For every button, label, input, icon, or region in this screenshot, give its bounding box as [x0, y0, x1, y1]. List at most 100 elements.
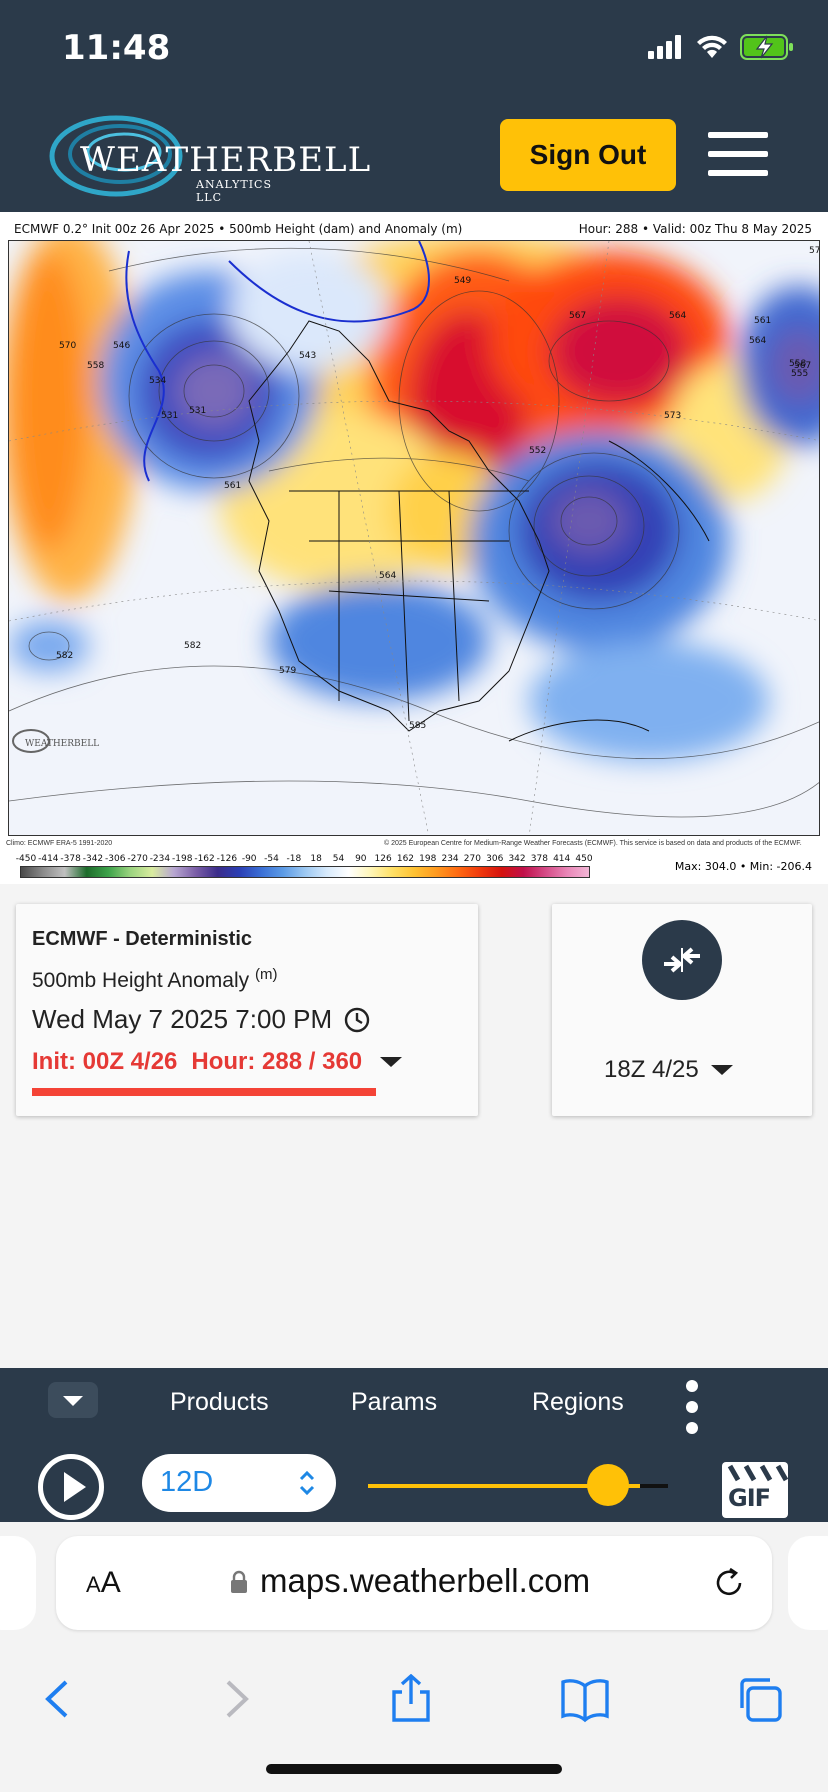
status-time: 11:48: [62, 28, 171, 68]
colorbar-tick-label: -18: [286, 854, 302, 864]
valid-time: Wed May 7 2025 7:00 PM: [32, 1004, 370, 1035]
max-min-values: Max: 304.0 • Min: -206.4: [674, 860, 812, 873]
anomaly-colorbar: [20, 866, 590, 878]
compare-card: 18Z 4/25: [552, 904, 812, 1116]
colorbar-tick-label: 342: [508, 854, 526, 864]
address-bar[interactable]: AA maps.weatherbell.com: [56, 1536, 772, 1630]
colorbar-tick-label: 414: [553, 854, 571, 864]
play-button[interactable]: [38, 1454, 104, 1520]
hour-progress-bar: [32, 1088, 376, 1096]
colorbar-tick-label: -54: [264, 854, 279, 864]
model-info-card[interactable]: ECMWF - Deterministic 500mb Height Anoma…: [16, 904, 478, 1116]
lock-icon: [231, 1570, 247, 1593]
init-hour-selector[interactable]: Init: 00Z 4/26 Hour: 288 / 360: [32, 1048, 403, 1076]
watermark-text: WEATHERBELL: [25, 739, 99, 749]
clock-icon: [344, 1007, 370, 1032]
previous-tab-preview[interactable]: [0, 1536, 36, 1630]
contour-label: 546: [113, 341, 131, 351]
next-tab-preview[interactable]: [788, 1536, 828, 1630]
contour-label: 531: [161, 411, 179, 421]
chevron-down-icon[interactable]: [710, 1065, 733, 1075]
contour-label: 582: [184, 641, 202, 651]
playback-bar: 12D GIF: [0, 1442, 828, 1522]
range-select[interactable]: 12D: [142, 1454, 336, 1512]
chevron-down-icon[interactable]: [380, 1057, 403, 1067]
reader-settings-button[interactable]: AA: [86, 1566, 121, 1600]
copyright-note: © 2025 European Centre for Medium-Range …: [384, 840, 802, 847]
contour-label: 585: [409, 721, 427, 731]
timeline-slider-remaining: [640, 1484, 668, 1488]
bookmarks-icon[interactable]: [560, 1674, 610, 1724]
logo-subtitle: ANALYTICS LLC: [196, 178, 273, 204]
colorbar-tick-label: -198: [172, 854, 193, 864]
more-options-icon[interactable]: [683, 1380, 701, 1434]
contour-label: 561: [224, 481, 242, 491]
map-valid-time: Hour: 288 • Valid: 00z Thu 8 May 2025: [578, 222, 812, 236]
model-name: ECMWF - Deterministic: [32, 928, 253, 950]
contour-label: 531: [189, 406, 207, 416]
colorbar-tick-label: 54: [332, 854, 345, 864]
nav-params[interactable]: Params: [351, 1388, 438, 1416]
tabs-icon[interactable]: [736, 1674, 786, 1724]
contour-label-layer: 570 558 546 534 531 531 543 549 561 564 564 567 573 5…: [9, 241, 819, 835]
contour-label: 573: [664, 411, 682, 421]
home-indicator[interactable]: [266, 1764, 562, 1774]
contour-label: 555: [791, 369, 809, 379]
init-label: Init: 00Z 4/26: [32, 1048, 178, 1075]
forward-icon[interactable]: [210, 1674, 260, 1724]
compare-arrows-icon: [664, 947, 700, 973]
contour-label: 558: [87, 361, 105, 371]
map-title-bar: ECMWF 0.2° Init 00z 26 Apr 2025 • 500mb …: [14, 222, 812, 238]
hour-label: Hour: 288 / 360: [191, 1048, 363, 1075]
contour-label: 552: [529, 446, 547, 456]
contour-label: 582: [56, 651, 74, 661]
colorbar-tick-label: 18: [310, 854, 322, 864]
timeline-slider-track[interactable]: [368, 1484, 668, 1488]
url-text: maps.weatherbell.com: [260, 1562, 591, 1599]
reload-icon[interactable]: [712, 1566, 746, 1600]
valid-time-label: Wed May 7 2025 7:00 PM: [32, 1004, 333, 1034]
colorbar-tick-label: 378: [530, 854, 548, 864]
gif-label: GIF: [728, 1484, 771, 1512]
gif-button[interactable]: GIF: [722, 1462, 788, 1518]
map-watermark-logo: WEATHERBELL: [12, 729, 99, 753]
colorbar-tick-label: 90: [355, 854, 367, 864]
map-panel: ECMWF 0.2° Init 00z 26 Apr 2025 • 500mb …: [0, 212, 828, 884]
contour-label: 579: [279, 666, 297, 676]
colorbar-tick-label: -450: [15, 854, 37, 864]
timeline-slider-thumb[interactable]: [587, 1464, 629, 1506]
back-icon[interactable]: [34, 1674, 84, 1724]
range-value: 12D: [160, 1466, 214, 1498]
contour-label: 549: [454, 276, 472, 286]
nav-regions[interactable]: Regions: [532, 1388, 624, 1416]
contour-label: 564: [669, 311, 687, 321]
sign-out-button[interactable]: Sign Out: [500, 119, 676, 191]
colorbar-ticks: -450 -414 -378 -342 -306 -270 -234 -198 -162 -126…: [16, 854, 594, 864]
colorbar-tick-label: -306: [105, 854, 126, 864]
contour-label: 543: [299, 351, 317, 361]
share-icon[interactable]: [386, 1674, 436, 1724]
parameter-unit: (m): [254, 966, 278, 983]
chevron-down-icon: [63, 1396, 83, 1406]
colorbar-tick-label: 306: [486, 854, 504, 864]
menu-icon[interactable]: [708, 132, 770, 178]
colorbar-tick-label: -126: [216, 854, 238, 864]
previous-run-selector[interactable]: 18Z 4/25: [604, 1056, 733, 1084]
previous-run-label: 18Z 4/25: [604, 1056, 699, 1083]
colorbar-tick-label: 234: [441, 854, 459, 864]
status-icons: [648, 34, 794, 60]
nav-products[interactable]: Products: [170, 1388, 269, 1416]
weatherbell-logo[interactable]: WEATHERBELL ANALYTICS LLC: [46, 110, 370, 204]
contour-label: 567: [794, 361, 812, 371]
collapse-nav-button[interactable]: [48, 1382, 98, 1418]
aa-small: A: [86, 1572, 101, 1597]
colorbar-tick-label: -270: [127, 854, 148, 864]
contour-label: 564: [749, 336, 767, 346]
colorbar-tick-label: -414: [38, 854, 59, 864]
compare-runs-button[interactable]: [642, 920, 722, 1000]
forecast-map[interactable]: WEATHERBELL 570 558 546 534 531 531 543 549 561 5…: [8, 240, 820, 836]
parameter-label: 500mb Height Anomaly: [32, 969, 250, 992]
climo-note: Climo: ECMWF ERA-5 1991-2020: [6, 840, 113, 847]
browser-chrome: AA maps.weatherbell.com: [0, 1522, 828, 1792]
contour-label: 561: [754, 316, 772, 326]
